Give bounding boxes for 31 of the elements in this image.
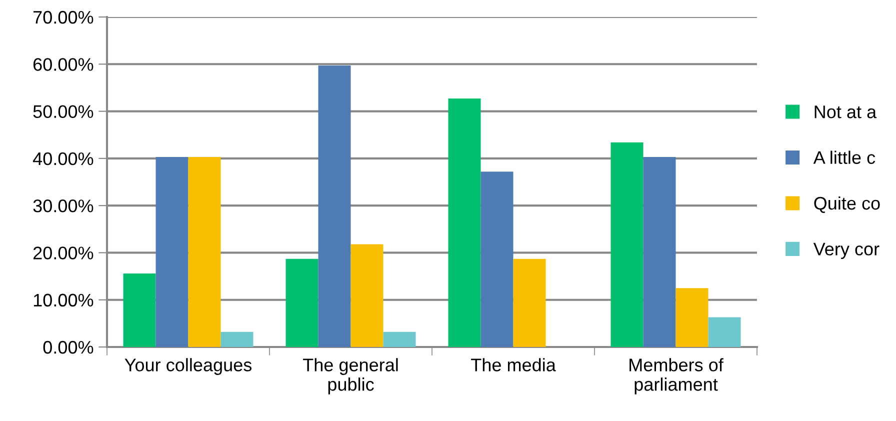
bar	[610, 142, 644, 347]
x-tick-label: Members of parliament	[630, 358, 724, 394]
y-tick-label: 40.00%	[32, 152, 94, 166]
y-tick-label: 50.00%	[33, 105, 94, 118]
bar	[318, 66, 351, 347]
y-tick-label: 70.00%	[33, 10, 94, 24]
legend-label: Quite co	[814, 196, 880, 213]
bar	[350, 244, 384, 347]
bar	[708, 317, 741, 347]
legend-label: A little c	[813, 150, 876, 164]
bar	[383, 332, 416, 347]
x-tick-label: The media	[471, 358, 556, 372]
bar	[676, 288, 708, 347]
bar	[643, 157, 676, 347]
legend-label: Very cor	[813, 242, 880, 259]
y-tick-label: 60.00%	[33, 58, 94, 71]
bar	[220, 332, 254, 347]
y-tick-label: 20.00%	[33, 246, 94, 260]
y-tick-label: 30.00%	[33, 200, 94, 212]
y-tick-label: 10.00%	[34, 294, 94, 307]
x-tick-label: Your colleagues	[124, 358, 252, 375]
bar	[448, 98, 481, 347]
x-tick-label: The general public	[302, 358, 398, 394]
legend-label: Not at a	[814, 106, 877, 118]
bar	[123, 273, 156, 347]
bar	[513, 258, 546, 347]
bar	[286, 258, 318, 347]
bar	[188, 157, 221, 347]
bar	[156, 157, 188, 347]
y-tick-label: 0.00%	[43, 340, 94, 354]
bar	[480, 172, 514, 347]
